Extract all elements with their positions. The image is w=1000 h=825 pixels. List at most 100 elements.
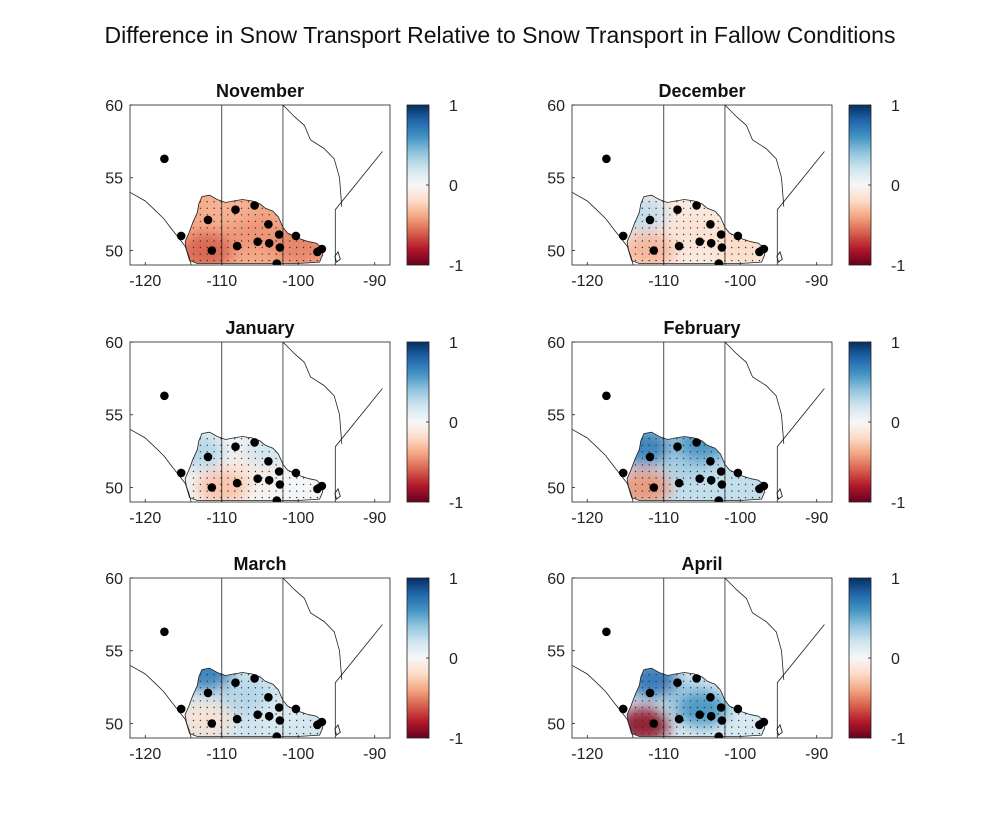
hudson-bay-coast <box>724 578 785 680</box>
manitoba-ontario-border <box>334 151 383 265</box>
stipple-dot <box>240 693 243 696</box>
stipple-dot <box>234 253 236 255</box>
lake-of-the-woods <box>334 487 341 500</box>
stipple-dot <box>689 214 692 216</box>
colorbar-tick-label: 0 <box>449 651 458 668</box>
stipple-dot <box>676 693 678 696</box>
stipple-dot <box>717 477 719 479</box>
stipple-dot <box>213 687 215 689</box>
stipple-dot <box>758 259 761 262</box>
stipple-dot <box>247 483 250 486</box>
stipple-dot <box>234 674 236 676</box>
stipple-dot <box>268 233 270 236</box>
stipple-dot <box>731 240 733 242</box>
stipple-dot <box>669 693 671 696</box>
stipple-dot <box>731 483 733 486</box>
x-tick-label: -110 <box>648 746 679 763</box>
stipple-dot <box>744 246 747 249</box>
stipple-dot <box>703 470 705 473</box>
stipple-dot <box>648 687 650 689</box>
stipple-dot <box>751 253 754 255</box>
station-marker <box>649 719 659 728</box>
stipple-dot <box>689 207 692 209</box>
stipple-dot <box>240 233 243 236</box>
stipple-dot <box>744 477 747 479</box>
lake-of-the-woods <box>776 250 783 263</box>
stipple-dot <box>669 464 671 466</box>
manitoba-ontario-border <box>334 624 383 738</box>
stipple-dot <box>302 496 305 499</box>
lake-of-the-woods <box>776 723 783 736</box>
stipple-dot <box>682 477 685 479</box>
stipple-dot <box>662 207 664 209</box>
stipple-dot <box>199 496 202 499</box>
y-tick-label: 50 <box>547 480 565 497</box>
stipple-dot <box>689 457 692 460</box>
stipple-dot <box>227 464 229 466</box>
station-marker <box>250 438 259 447</box>
stipple-dot <box>744 490 747 492</box>
stipple-dot <box>227 693 229 696</box>
stipple-dot <box>261 233 263 236</box>
stipple-dot <box>655 438 657 440</box>
manitoba-ontario-border <box>776 388 825 502</box>
stipple-dot <box>689 713 692 715</box>
stipple-dot <box>213 451 215 453</box>
stipple-dot <box>254 732 257 735</box>
station-marker <box>231 678 240 687</box>
stipple-dot <box>662 700 664 702</box>
stipple-dot <box>717 220 719 223</box>
stipple-dot <box>192 496 195 499</box>
stipple-dot <box>669 214 671 216</box>
hudson-bay-coast <box>282 342 343 444</box>
stipple-dot <box>275 464 277 466</box>
hudson-bay-coast <box>282 578 343 680</box>
stipple-dot <box>316 259 319 262</box>
stipple-dot <box>234 477 236 479</box>
station-marker <box>264 238 274 248</box>
stipple-dot <box>254 214 257 216</box>
stipple-dot <box>634 713 637 715</box>
stipple-dot <box>227 687 229 689</box>
station-marker <box>317 244 327 254</box>
stipple-dot <box>213 438 215 440</box>
stipple-dot <box>302 483 305 486</box>
stipple-dot <box>634 470 637 473</box>
manitoba-ontario-border <box>776 624 825 738</box>
station-marker <box>317 717 327 727</box>
stipple-dot <box>696 246 699 249</box>
stipple-dot <box>261 214 263 216</box>
stipple-dot <box>655 214 657 216</box>
stipple-dot <box>669 227 671 229</box>
stipple-dot <box>696 220 699 223</box>
stipple-dot <box>289 483 291 486</box>
stipple-dot <box>192 713 195 715</box>
stipple-dot <box>703 706 705 709</box>
stipple-dot <box>192 240 195 242</box>
stipple-dot <box>751 732 754 735</box>
stipple-dot <box>662 457 664 460</box>
stipple-dot <box>247 464 250 466</box>
stipple-dot <box>710 253 712 255</box>
stipple-dot <box>296 259 298 262</box>
stipple-dot <box>655 220 657 223</box>
stipple-dot <box>268 470 270 473</box>
stipple-dot <box>227 457 229 460</box>
stipple-dot <box>744 713 747 715</box>
stipple-dot <box>669 706 671 709</box>
stipple-dot <box>247 719 250 722</box>
stipple-dot <box>247 240 250 242</box>
stipple-dot <box>247 693 250 696</box>
stipple-dot <box>240 438 243 440</box>
stipple-dot <box>696 687 699 689</box>
stipple-dot <box>213 496 215 499</box>
stipple-dot <box>710 706 712 709</box>
stipple-dot <box>648 490 650 492</box>
region-outline <box>626 194 766 264</box>
stipple-dot <box>689 451 692 453</box>
stipple-dot <box>234 700 236 702</box>
stipple-dot <box>689 687 692 689</box>
stipple-dot <box>234 732 236 735</box>
stipple-dot <box>254 233 257 236</box>
stipple-dot <box>234 451 236 453</box>
